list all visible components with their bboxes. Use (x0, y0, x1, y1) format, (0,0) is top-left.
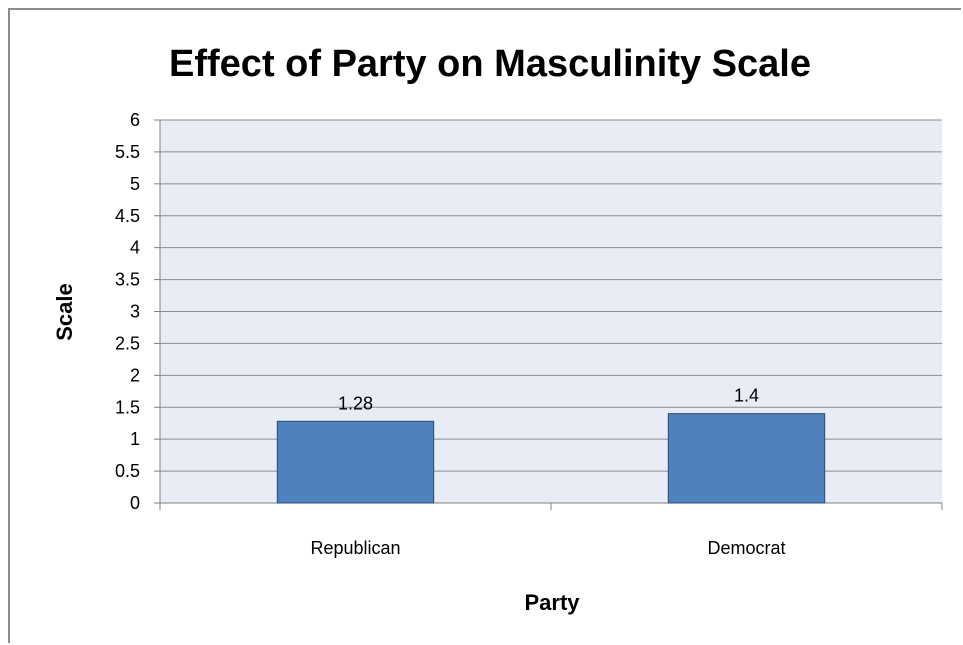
y-tick-label: 4.5 (115, 206, 140, 226)
plot-area: 0 0.5 1 1.5 2 2.5 3 3.5 4 4.5 5 5.5 6 1.28 Republican 1… (115, 110, 943, 558)
x-tick-label: Republican (310, 538, 400, 558)
bar-republican (276, 420, 435, 504)
y-axis-title: Scale (52, 283, 77, 341)
y-tick-label: 6 (130, 110, 140, 130)
y-tick-label: 1 (130, 429, 140, 449)
x-tick-label: Democrat (707, 538, 785, 558)
chart-title: Effect of Party on Masculinity Scale (169, 43, 811, 85)
x-axis-title: Party (524, 590, 580, 615)
y-tick-label: 0 (130, 493, 140, 513)
y-tick-label: 5 (130, 174, 140, 194)
y-tick-label: 2.5 (115, 333, 140, 353)
y-tick-label: 1.5 (115, 397, 140, 417)
y-tick-label: 5.5 (115, 142, 140, 162)
y-tick-label: 3.5 (115, 270, 140, 290)
bar-democrat (667, 413, 826, 504)
y-tick-label: 3 (130, 302, 140, 322)
data-label: 1.4 (734, 386, 759, 406)
data-label: 1.28 (338, 393, 373, 413)
y-tick-label: 0.5 (115, 461, 140, 481)
y-tick-label: 2 (130, 365, 140, 385)
y-tick-label: 4 (130, 238, 140, 258)
